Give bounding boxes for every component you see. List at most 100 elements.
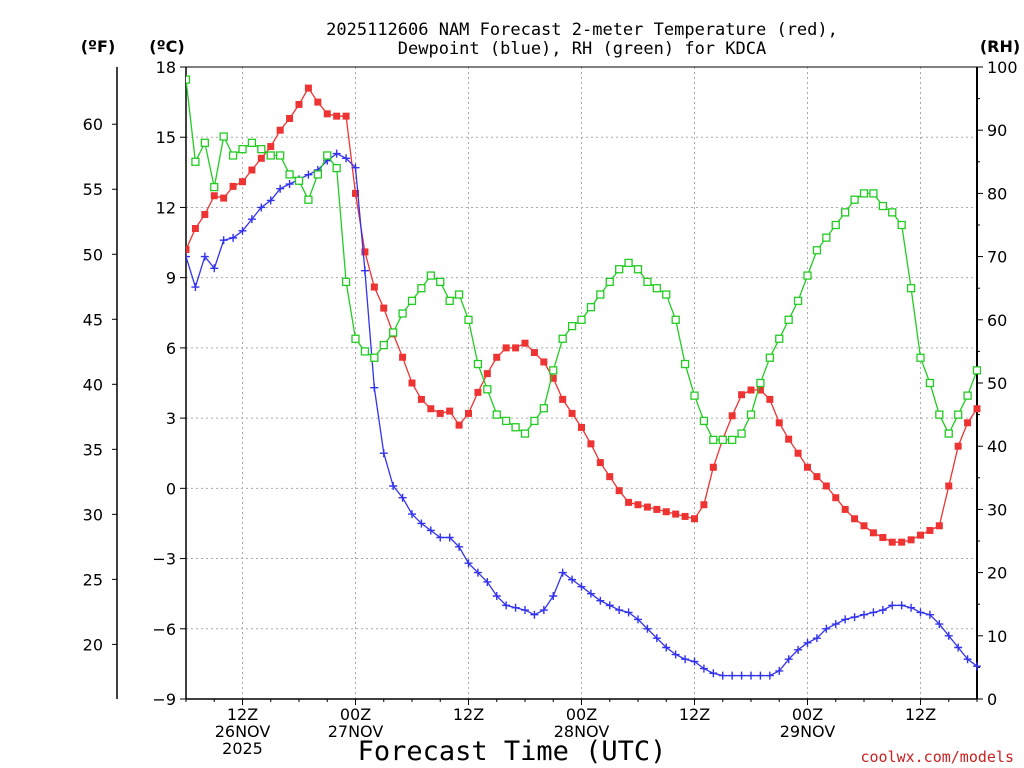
temperature-point [399, 353, 407, 361]
rh-point [266, 151, 275, 160]
rh-point [351, 334, 360, 343]
rh-point [492, 410, 501, 419]
temperature-point [333, 112, 341, 120]
chart-title-line2: Dewpoint (blue), RH (green) for KDCA [398, 39, 766, 59]
rh-unit-label: (RH) [980, 37, 1020, 56]
rh-tick-label: 90 [987, 121, 1007, 140]
temperature-point [578, 423, 585, 431]
dewpoint-point [558, 568, 567, 577]
rh-tick-label: 70 [987, 248, 1007, 267]
rh-point [294, 176, 304, 185]
dewpoint-point [624, 608, 633, 617]
dewpoint-point [464, 559, 473, 568]
temperature-point [587, 440, 595, 448]
rh-point [954, 410, 963, 419]
dewpoint-point [878, 606, 887, 615]
dewpoint-point [342, 154, 351, 163]
rh-point [897, 220, 906, 230]
rh-tick-label: 20 [987, 564, 1007, 583]
temperature-point [380, 304, 388, 312]
dewpoint-point [812, 634, 821, 643]
rh-point [341, 277, 351, 287]
time-tick-label: 26NOV [215, 722, 271, 741]
celsius-tick-label: −3 [152, 550, 176, 569]
temperature-point [210, 192, 218, 200]
rh-point [652, 284, 661, 293]
celsius-tick-label: 6 [166, 339, 176, 358]
dewpoint-point [304, 170, 313, 179]
rh-point [191, 157, 200, 166]
dewpoint-point [455, 542, 464, 551]
rh-tick-label: 30 [987, 500, 1007, 519]
dewpoint-point [925, 610, 934, 619]
dewpoint-point [681, 655, 690, 664]
temperature-point [672, 510, 680, 518]
temperature-point [512, 344, 520, 352]
temperature-point [832, 494, 840, 502]
dewpoint-point [445, 533, 454, 542]
rh-point [859, 189, 869, 198]
dewpoint-point [916, 608, 925, 617]
temperature-point [436, 409, 444, 417]
rh-point [765, 353, 774, 362]
rh-tick-label: 50 [987, 374, 1007, 393]
rh-tick-label: 80 [987, 184, 1007, 203]
rh-point [822, 233, 831, 242]
temperature-point [408, 379, 416, 387]
temperature-point [869, 529, 877, 537]
rh-point [558, 334, 567, 343]
temperature-point [248, 166, 256, 174]
rh-point [539, 404, 548, 413]
temperature-point [502, 344, 510, 352]
rh-point [841, 208, 850, 217]
rh-point [756, 378, 765, 388]
grid-lines [186, 67, 977, 699]
rh-point [643, 277, 652, 287]
fahrenheit-tick-label: 55 [83, 180, 103, 199]
rh-point [464, 315, 473, 324]
dewpoint-point [784, 655, 793, 664]
temperature-point [879, 533, 887, 541]
temperature-point [756, 386, 764, 394]
rh-point [436, 277, 445, 287]
rh-point [963, 391, 972, 400]
temperature-point [304, 84, 312, 92]
rh-point [944, 429, 953, 438]
time-tick-label: 12Z [453, 705, 484, 724]
dewpoint-point [210, 264, 219, 273]
time-tick-label: 12Z [227, 705, 258, 724]
dewpoint-point [860, 610, 868, 619]
dewpoint-point [511, 603, 520, 612]
rh-point [916, 353, 925, 362]
temperature-point [907, 536, 915, 544]
x-axis-label: Forecast Time (UTC) [358, 736, 667, 767]
dewpoint-point [426, 526, 435, 535]
temperature-point [370, 283, 378, 291]
data-series [186, 75, 981, 680]
temperature-point [465, 409, 472, 417]
dewpoint-point [332, 149, 341, 158]
rh-point [398, 309, 407, 318]
rh-point [502, 416, 511, 426]
rh-point [530, 416, 539, 426]
dewpoint-point [530, 610, 539, 619]
dewpoint-point [539, 606, 548, 615]
temperature-point [634, 501, 642, 509]
temperature-point [841, 505, 849, 513]
rh-point [718, 435, 727, 445]
temperature-point [267, 143, 275, 151]
temperature-series [186, 84, 981, 546]
dewpoint-point [247, 215, 256, 224]
rh-point [605, 277, 614, 287]
rh-point [728, 435, 737, 445]
dewpoint-point [483, 577, 492, 586]
rh-point [709, 435, 718, 445]
chart-title-line1: 2025112606 NAM Forecast 2-meter Temperat… [326, 20, 838, 40]
time-tick-label: 28NOV [554, 722, 610, 741]
rh-point [586, 303, 596, 312]
rh-point [869, 189, 878, 198]
dewpoint-point [285, 180, 294, 189]
axis-ticks: 1815129630−3−6−9605550454035302520100908… [83, 58, 1018, 758]
dewpoint-point [747, 671, 755, 680]
